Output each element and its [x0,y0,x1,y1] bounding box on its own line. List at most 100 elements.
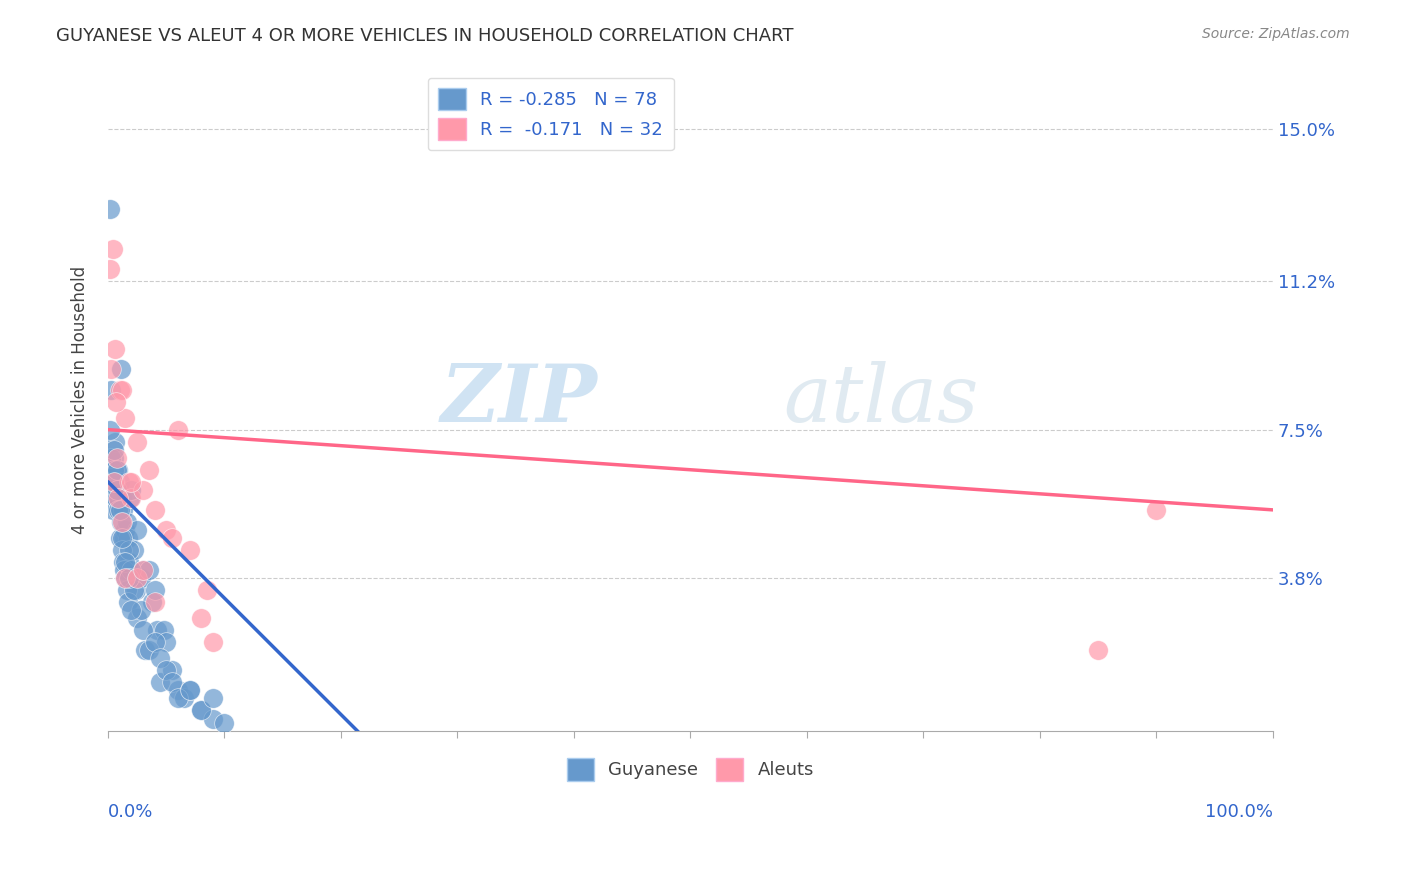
Point [167,683,190,698]
Point [111,515,134,529]
Point [160,664,183,678]
Point [132,563,155,577]
Point [138,563,160,577]
Point [114,523,136,537]
Point [111,491,134,505]
Point [110,362,132,376]
Point [160,675,183,690]
Point [108,531,131,545]
Point [98,262,121,277]
Point [127,523,149,537]
Point [115,583,138,598]
Point [132,624,155,638]
Point [107,463,129,477]
Point [117,595,139,609]
Point [101,503,124,517]
Point [111,543,134,558]
Point [120,483,142,497]
Point [108,475,131,489]
Point [173,691,195,706]
Point [101,242,124,256]
Point [190,704,212,718]
Point [114,555,136,569]
Point [103,442,125,457]
Point [114,571,136,585]
Point [138,463,160,477]
Text: atlas: atlas [783,360,979,438]
Point [127,611,149,625]
Point [120,603,142,617]
Point [118,571,141,585]
Point [98,423,121,437]
Point [111,383,134,397]
Point [105,450,128,465]
Point [179,683,201,698]
Point [103,450,125,465]
Point [120,475,142,489]
Point [179,543,201,558]
Point [167,691,190,706]
Text: 100.0%: 100.0% [1205,803,1272,821]
Text: GUYANESE VS ALEUT 4 OR MORE VEHICLES IN HOUSEHOLD CORRELATION CHART: GUYANESE VS ALEUT 4 OR MORE VEHICLES IN … [56,27,794,45]
Point [100,362,122,376]
Point [100,383,122,397]
Point [143,635,166,649]
Point [105,491,128,505]
Point [120,491,142,505]
Point [190,611,212,625]
Point [132,483,155,497]
Point [112,555,135,569]
Point [167,423,190,437]
Point [201,691,224,706]
Point [112,563,135,577]
Point [155,664,177,678]
Point [105,483,128,497]
Point [103,463,125,477]
Point [122,543,145,558]
Point [104,475,127,489]
Point [108,383,131,397]
Point [118,543,141,558]
Point [117,531,139,545]
Point [108,503,131,517]
Point [146,624,169,638]
Point [112,531,135,545]
Point [105,483,128,497]
Point [143,503,166,517]
Point [179,683,201,698]
Point [114,571,136,585]
Point [1144,503,1167,517]
Point [201,712,224,726]
Point [98,202,121,216]
Point [138,643,160,657]
Point [122,583,145,598]
Point [104,343,127,357]
Point [190,704,212,718]
Point [129,603,152,617]
Point [105,463,128,477]
Legend: Guyanese, Aleuts: Guyanese, Aleuts [560,751,821,788]
Point [114,410,136,425]
Point [143,595,166,609]
Point [134,643,156,657]
Point [105,491,128,505]
Point [120,491,142,505]
Point [155,523,177,537]
Point [120,563,142,577]
Point [153,624,176,638]
Point [115,515,138,529]
Point [160,531,183,545]
Point [155,635,177,649]
Point [141,595,163,609]
Point [143,583,166,598]
Point [127,571,149,585]
Point [214,715,236,730]
Point [149,651,172,665]
Point [110,515,132,529]
Point [107,503,129,517]
Point [195,583,218,598]
Point [107,491,129,505]
Point [118,555,141,569]
Point [129,571,152,585]
Point [111,531,134,545]
